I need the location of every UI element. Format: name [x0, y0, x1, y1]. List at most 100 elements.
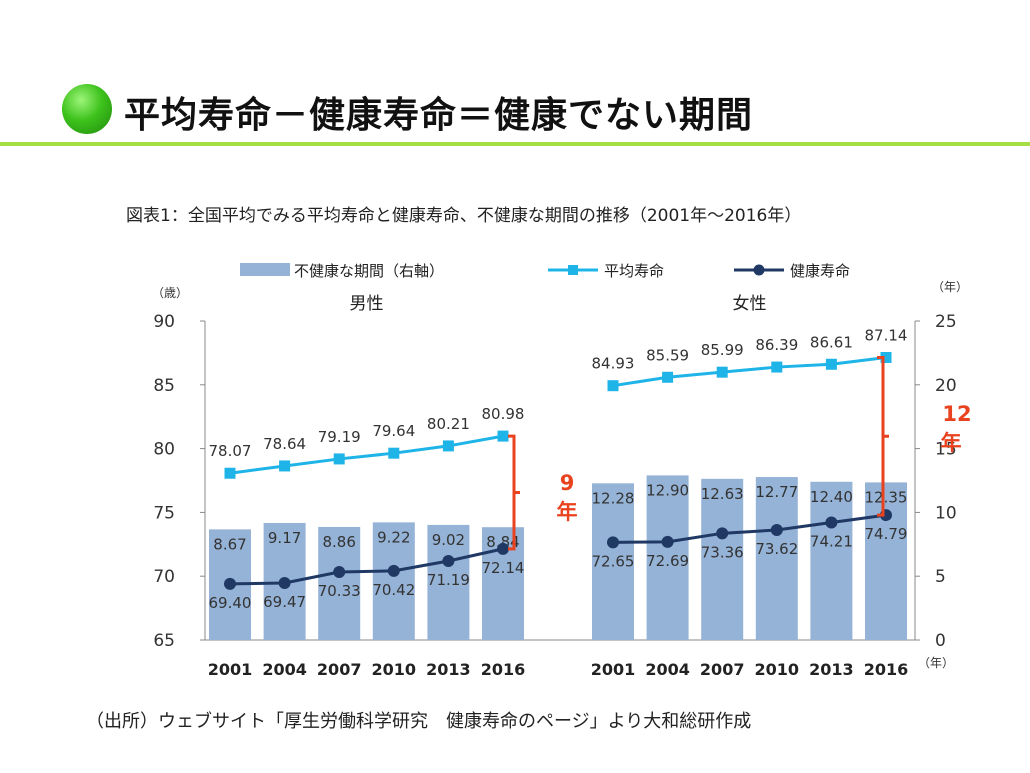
- life-label-male-2007: 79.19: [318, 428, 361, 446]
- healthy-point-female-2001: [607, 536, 619, 549]
- life-point-female-2007: [716, 366, 728, 378]
- bar-female-2001: [592, 483, 634, 640]
- life-point-female-2013: [825, 358, 837, 370]
- bar-label-male-2013: 9.02: [432, 531, 465, 549]
- green-circle-bullet-icon: [62, 84, 112, 134]
- healthy-point-male-2010: [387, 564, 400, 577]
- bar-male-2007: [318, 526, 361, 640]
- legend-label-healthy: 健康寿命: [790, 262, 850, 280]
- bar-label-female-2001: 12.28: [592, 489, 635, 507]
- panel-title-male: 男性: [350, 294, 384, 314]
- healthy-label-female-2013: 74.21: [810, 532, 853, 550]
- x-tick-label-male-2007: 2007: [317, 660, 362, 679]
- left-tick-label: 80: [153, 440, 175, 460]
- left-axis-unit: （歳）: [152, 286, 188, 300]
- right-tick-label: 15: [935, 440, 957, 460]
- life-point-female-2016: [880, 351, 892, 363]
- panel-title-female: 女性: [733, 294, 767, 314]
- healthy-point-female-2010: [770, 524, 783, 537]
- bar-female-2016: [865, 482, 907, 640]
- legend-swatch-healthy-marker: [753, 264, 765, 276]
- bar-label-female-2004: 12.90: [646, 481, 689, 499]
- bar-label-male-2004: 9.17: [268, 529, 301, 547]
- left-tick-label: 70: [153, 567, 175, 587]
- healthy-point-male-2013: [442, 555, 455, 568]
- life-point-male-2010: [388, 447, 400, 459]
- right-tick-label: 5: [935, 567, 946, 587]
- x-tick-label-male-2004: 2004: [262, 660, 307, 679]
- bar-female-2013: [810, 481, 853, 640]
- x-tick-label-female-2001: 2001: [591, 660, 636, 679]
- right-tick-label: 20: [935, 376, 957, 396]
- healthy-label-male-2016: 72.14: [482, 559, 525, 577]
- healthy-label-male-2007: 70.33: [318, 582, 361, 600]
- healthy-point-male-2016: [497, 542, 509, 555]
- gap-bracket-male: [508, 434, 520, 551]
- bar-label-female-2010: 12.77: [755, 483, 798, 501]
- life-point-male-2001: [224, 467, 236, 479]
- x-tick-label-male-2010: 2010: [372, 660, 417, 679]
- bar-label-male-2016: 8.84: [486, 533, 519, 551]
- bar-male-2010: [372, 522, 415, 640]
- healthy-life-line-male: [229, 547, 504, 586]
- healthy-label-female-2007: 73.36: [701, 543, 744, 561]
- left-tick-label: 75: [153, 503, 175, 523]
- healthy-label-male-2010: 70.42: [372, 581, 415, 599]
- bar-label-male-2007: 8.86: [322, 533, 355, 551]
- gap-annotation-unit-female: 年: [941, 431, 962, 455]
- right-tick-label: 0: [935, 631, 946, 651]
- healthy-point-female-2007: [716, 527, 729, 540]
- x-tick-label-female-2016: 2016: [864, 660, 909, 679]
- life-label-male-2004: 78.64: [263, 435, 306, 453]
- life-label-female-2007: 85.99: [701, 341, 744, 359]
- life-label-male-2010: 79.64: [372, 422, 415, 440]
- bar-label-male-2010: 9.22: [377, 528, 410, 546]
- life-label-female-2010: 86.39: [755, 336, 798, 354]
- x-axis-unit: （年）: [918, 656, 954, 670]
- left-tick-label: 65: [153, 631, 175, 651]
- legend-label-life: 平均寿命: [604, 262, 664, 280]
- left-tick-label: 85: [153, 376, 175, 396]
- healthy-point-female-2013: [825, 516, 838, 529]
- x-tick-label-male-2013: 2013: [426, 660, 471, 679]
- gap-annotation-number-male: 9: [560, 471, 575, 495]
- slide-title: 平均寿命－健康寿命＝健康でない期間: [124, 95, 754, 136]
- life-expectancy-line-female: [612, 356, 887, 388]
- life-point-male-2013: [442, 440, 454, 452]
- life-label-male-2016: 80.98: [482, 405, 525, 423]
- healthy-life-line-female: [612, 513, 887, 544]
- x-tick-label-male-2001: 2001: [208, 660, 253, 679]
- life-label-female-2013: 86.61: [810, 333, 853, 351]
- bar-female-2007: [701, 478, 744, 640]
- legend-swatch-life-marker: [568, 265, 578, 275]
- healthy-label-male-2013: 71.19: [427, 571, 470, 589]
- healthy-point-male-2004: [278, 576, 291, 589]
- bar-label-female-2016: 12.35: [865, 488, 908, 506]
- x-tick-label-female-2007: 2007: [700, 660, 745, 679]
- life-point-male-2016: [497, 430, 509, 442]
- x-tick-label-female-2004: 2004: [645, 660, 690, 679]
- life-label-female-2016: 87.14: [865, 326, 908, 344]
- right-axis-unit: （年）: [932, 280, 968, 294]
- healthy-point-female-2004: [661, 535, 674, 548]
- bar-label-female-2007: 12.63: [701, 485, 744, 503]
- bar-label-female-2013: 12.40: [810, 488, 853, 506]
- x-tick-label-female-2010: 2010: [755, 660, 800, 679]
- bar-label-male-2001: 8.67: [213, 535, 246, 553]
- title-underline: [0, 142, 1030, 146]
- life-point-female-2004: [662, 371, 674, 383]
- healthy-label-female-2001: 72.65: [592, 552, 635, 570]
- bar-female-2010: [755, 477, 798, 640]
- source-note: （出所）ウェブサイト「厚生労働科学研究 健康寿命のページ」より大和総研作成: [86, 711, 752, 732]
- life-label-female-2004: 85.59: [646, 346, 689, 364]
- healthy-label-female-2010: 73.62: [755, 540, 798, 558]
- gap-annotation-unit-male: 年: [557, 500, 578, 524]
- life-label-male-2001: 78.07: [209, 442, 252, 460]
- healthy-point-male-2001: [224, 577, 236, 590]
- bar-male-2013: [427, 524, 470, 640]
- healthy-label-female-2016: 74.79: [865, 525, 908, 543]
- legend-label-bar: 不健康な期間（右軸）: [294, 262, 444, 280]
- life-expectancy-line-male: [229, 434, 504, 475]
- life-point-female-2001: [607, 380, 619, 392]
- life-point-male-2007: [333, 453, 345, 465]
